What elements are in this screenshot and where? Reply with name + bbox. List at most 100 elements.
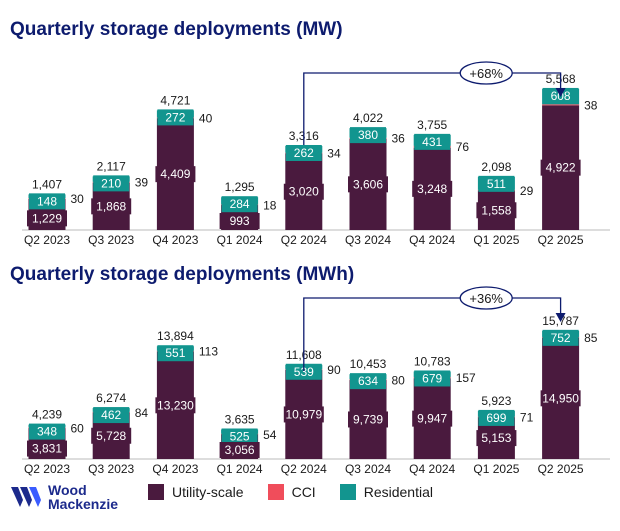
mwh-label-total: 4,239 bbox=[32, 408, 62, 422]
mw-label-total: 2,098 bbox=[481, 160, 511, 174]
mw-label-residential: 210 bbox=[101, 176, 121, 190]
mw-growth-arrow-line bbox=[303, 72, 562, 145]
mw-tick-label: Q1 2024 bbox=[217, 233, 263, 247]
legend-label-cci: CCI bbox=[291, 484, 316, 500]
mwh-label-total: 5,923 bbox=[481, 394, 511, 408]
chart-mw: 148 1,229 30 1,407 Q2 2023 210 1,868 39 2,117 Q3 … bbox=[22, 61, 610, 247]
mw-label-residential: 284 bbox=[230, 197, 250, 211]
mwh-residential-label-box bbox=[29, 423, 65, 440]
mwh-label-residential: 462 bbox=[101, 408, 121, 422]
mwh-label-total: 13,894 bbox=[157, 329, 194, 343]
mwh-residential-label-box bbox=[414, 370, 451, 387]
mwh-tick-label: Q4 2024 bbox=[409, 462, 455, 476]
mw-residential-label-box bbox=[285, 144, 322, 161]
mwh-utility-label-box bbox=[476, 430, 517, 447]
mwh-tick-label: Q2 2025 bbox=[538, 462, 584, 476]
mwh-residential-label-box bbox=[350, 373, 386, 390]
mw-residential-label-box bbox=[221, 196, 258, 213]
mwh-utility-label-box bbox=[283, 406, 324, 423]
mwh-label-total: 6,274 bbox=[96, 391, 126, 405]
mwh-label-cci: 80 bbox=[392, 373, 406, 387]
mwh-label-residential: 551 bbox=[165, 346, 185, 360]
mw-residential-label-box bbox=[29, 193, 65, 210]
mw-utility-label-box bbox=[540, 159, 581, 176]
legend-item-utility: Utility-scale bbox=[148, 484, 244, 500]
legend-swatch-residential bbox=[339, 484, 356, 500]
mw-tick-label: Q1 2025 bbox=[473, 233, 519, 247]
mwh-residential-label-box bbox=[221, 428, 258, 445]
mw-label-total: 2,117 bbox=[97, 159, 126, 173]
mwh-label-cci: 113 bbox=[199, 345, 218, 359]
mwh-tick-label: Q1 2024 bbox=[217, 462, 263, 476]
mw-label-residential: 262 bbox=[294, 146, 314, 160]
mw-utility-label-box bbox=[27, 210, 67, 227]
mwh-residential-label-box bbox=[157, 345, 194, 362]
mwh-growth-arrow-line bbox=[303, 297, 562, 371]
mw-label-residential: 380 bbox=[358, 128, 378, 142]
mwh-tick-label: Q4 2023 bbox=[152, 462, 198, 476]
mw-utility-label-box bbox=[219, 213, 260, 229]
mw-label-utility: 4,922 bbox=[546, 161, 576, 175]
mw-label-residential: 272 bbox=[165, 110, 185, 124]
chart-title-mwh: Quarterly storage deployments (MWh) bbox=[10, 264, 355, 285]
mwh-label-utility: 14,950 bbox=[542, 391, 579, 405]
mwh-tick-label: Q2 2024 bbox=[281, 462, 327, 476]
mw-label-cci: 18 bbox=[263, 198, 277, 212]
mwh-label-cci: 157 bbox=[456, 371, 476, 385]
mw-label-residential: 511 bbox=[487, 177, 506, 191]
mw-label-utility: 3,248 bbox=[417, 182, 447, 196]
mw-utility-label-box bbox=[91, 198, 132, 215]
mw-label-residential: 148 bbox=[37, 194, 57, 208]
mw-growth-label: +68% bbox=[469, 66, 503, 81]
mwh-residential-label-box bbox=[285, 363, 322, 380]
mw-tick-label: Q2 2024 bbox=[281, 233, 327, 247]
mwh-utility-label-box bbox=[27, 440, 67, 457]
mw-label-utility: 3,606 bbox=[353, 177, 383, 191]
mw-tick-label: Q4 2023 bbox=[152, 233, 198, 247]
mwh-utility-label-box bbox=[412, 410, 453, 427]
mw-utility-label-box bbox=[348, 176, 388, 193]
legend-swatch-cci bbox=[267, 484, 284, 500]
mw-growth-arrow-head bbox=[555, 88, 566, 97]
mwh-label-cci: 60 bbox=[71, 421, 85, 435]
mwh-growth-ellipse bbox=[459, 286, 513, 310]
mw-label-utility: 3,020 bbox=[289, 185, 319, 199]
mw-growth-ellipse bbox=[459, 61, 513, 85]
mw-label-total: 4,022 bbox=[353, 111, 383, 125]
mw-label-total: 4,721 bbox=[160, 93, 190, 107]
mw-residential-label-box bbox=[478, 175, 515, 192]
mw-label-cci: 34 bbox=[327, 147, 341, 161]
mwh-label-utility: 10,979 bbox=[285, 407, 322, 421]
mwh-residential-label-box bbox=[478, 409, 515, 426]
chart-title-mw: Quarterly storage deployments (MW) bbox=[10, 19, 343, 40]
mw-tick-label: Q2 2023 bbox=[24, 233, 70, 247]
mw-utility-label-box bbox=[476, 202, 517, 219]
mw-utility-label-box bbox=[283, 183, 324, 200]
mw-label-cci: 76 bbox=[456, 140, 470, 154]
mwh-utility-label-box bbox=[91, 427, 132, 444]
mwh-utility-label-box bbox=[219, 442, 260, 458]
legend-label-residential: Residential bbox=[363, 484, 433, 500]
mwh-label-residential: 699 bbox=[486, 411, 506, 425]
mwh-label-total: 10,453 bbox=[350, 357, 387, 371]
mwh-label-utility: 5,728 bbox=[96, 429, 126, 443]
mwh-label-residential: 752 bbox=[551, 331, 571, 345]
legend: Utility-scale CCI Residential bbox=[148, 484, 457, 500]
mw-utility-label-box bbox=[412, 180, 453, 197]
mw-label-cci: 38 bbox=[584, 98, 598, 112]
mwh-label-utility: 13,230 bbox=[157, 398, 194, 412]
mwh-label-utility: 3,056 bbox=[225, 443, 255, 457]
mw-residential-label-box bbox=[350, 127, 386, 144]
mwh-label-residential: 679 bbox=[422, 371, 442, 385]
mwh-tick-label: Q3 2023 bbox=[88, 462, 134, 476]
mwh-utility-label-box bbox=[348, 411, 388, 428]
mwh-residential-label-box bbox=[542, 329, 579, 346]
mwh-label-residential: 539 bbox=[294, 365, 314, 379]
mw-label-utility: 1,868 bbox=[96, 199, 126, 213]
logo-text-line2: Mackenzie bbox=[48, 496, 119, 512]
mw-utility-label-box bbox=[155, 166, 196, 183]
mw-tick-label: Q2 2025 bbox=[538, 233, 584, 247]
mwh-label-utility: 3,831 bbox=[32, 442, 62, 456]
mwh-label-utility: 9,947 bbox=[417, 412, 447, 426]
mw-label-utility: 993 bbox=[230, 214, 250, 228]
